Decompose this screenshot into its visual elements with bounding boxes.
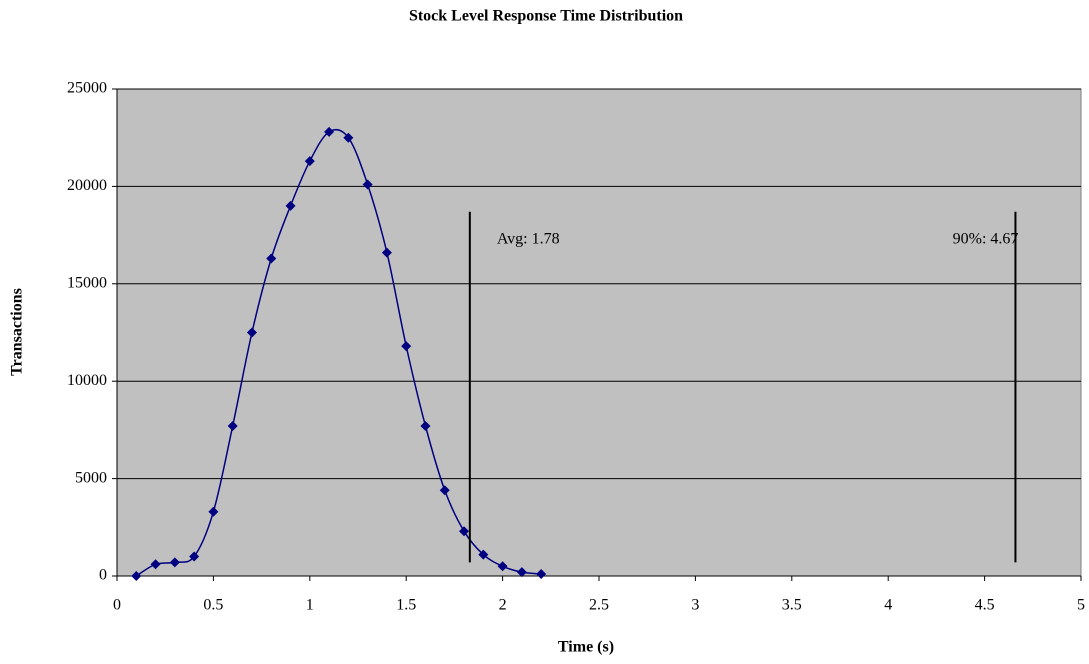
marker [439, 485, 450, 496]
x-tick-label: 0.5 [203, 597, 223, 614]
marker [208, 506, 219, 517]
annotation-label: 90%: 4.67 [953, 230, 1019, 247]
x-tick-label: 2.5 [589, 597, 609, 614]
marker [266, 253, 277, 264]
marker [169, 557, 180, 568]
marker [401, 341, 412, 352]
marker [362, 179, 373, 190]
chart-title: Stock Level Response Time Distribution [409, 8, 683, 25]
marker [516, 567, 527, 578]
marker [131, 571, 142, 581]
marker [497, 561, 508, 572]
marker [150, 559, 161, 570]
y-tick-label: 10000 [67, 372, 107, 389]
x-tick-label: 1 [306, 597, 314, 614]
y-tick-label: 25000 [67, 80, 107, 97]
marker [343, 132, 354, 143]
x-axis-label: Time (s) [558, 639, 614, 656]
x-tick-label: 3 [691, 597, 699, 614]
marker [189, 551, 200, 562]
marker [536, 569, 547, 580]
x-tick-label: 3.5 [782, 597, 802, 614]
marker [381, 247, 392, 258]
marker [459, 526, 470, 537]
x-tick-label: 5 [1077, 597, 1085, 614]
y-tick-label: 0 [99, 567, 107, 584]
x-tick-label: 4.5 [975, 597, 995, 614]
x-tick-label: 4 [884, 597, 892, 614]
marker [246, 327, 257, 338]
y-tick-label: 15000 [67, 274, 107, 291]
marker [227, 421, 238, 432]
annotation-label: Avg: 1.78 [497, 230, 560, 247]
x-tick-label: 1.5 [396, 597, 416, 614]
marker [324, 126, 335, 137]
marker [285, 200, 296, 211]
y-tick-label: 20000 [67, 177, 107, 194]
x-tick-label: 2 [499, 597, 507, 614]
x-tick-label: 0 [113, 597, 121, 614]
marker [420, 421, 431, 432]
y-tick-label: 5000 [75, 469, 107, 486]
marker [478, 549, 489, 560]
plot-area [116, 88, 1082, 577]
y-axis-label: Transactions [9, 288, 26, 376]
marker [304, 156, 315, 167]
